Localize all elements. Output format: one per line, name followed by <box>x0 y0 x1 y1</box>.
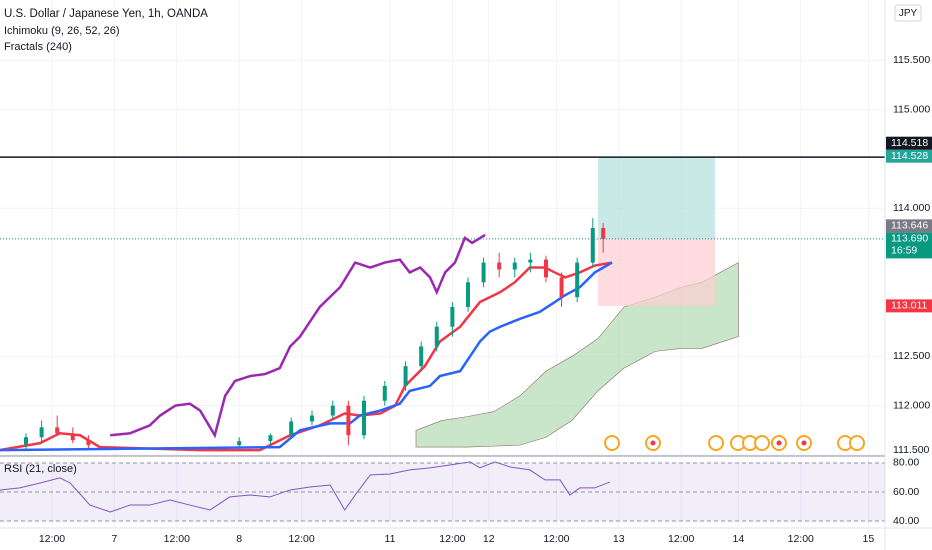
x-tick-label: 12:00 <box>668 533 694 545</box>
candle-body <box>434 326 439 347</box>
candle-body <box>23 437 28 446</box>
countdown: 16:59 <box>891 245 917 257</box>
price-label: 113.646 <box>891 220 928 232</box>
x-tick-label: 13 <box>613 533 625 545</box>
x-tick-label: 15 <box>863 533 875 545</box>
price-label: 114.528 <box>891 150 928 162</box>
candle-body <box>70 433 75 441</box>
event-icon <box>650 440 656 446</box>
chart-title: U.S. Dollar / Japanese Yen, 1h, OANDA <box>4 8 208 20</box>
event-icon <box>604 435 620 451</box>
rsi-band <box>0 462 885 522</box>
currency-box[interactable] <box>894 4 922 22</box>
y-tick-label: 114.000 <box>893 202 930 214</box>
y-tick-label: 115.500 <box>893 54 930 66</box>
candle-body <box>559 277 564 298</box>
currency[interactable]: JPY <box>899 8 918 19</box>
price-label-box <box>886 299 932 313</box>
x-tick-label: 7 <box>111 533 117 545</box>
ichimoku-cloud <box>415 262 739 448</box>
x-tick-label: 12 <box>483 533 495 545</box>
candle-body <box>512 262 517 270</box>
x-tick-label: 12:00 <box>39 533 65 545</box>
candle-body <box>55 427 60 434</box>
x-tick-label: 12:00 <box>288 533 314 545</box>
price-label-box <box>886 232 932 259</box>
event-icons <box>604 435 865 451</box>
indicator-label: Ichimoku (9, 26, 52, 26) <box>4 25 120 37</box>
candle-body <box>465 282 470 307</box>
candle-body <box>330 405 335 416</box>
candle-body <box>590 228 595 263</box>
candle-body <box>309 415 314 422</box>
candle-body <box>289 421 294 436</box>
x-tick-label: 14 <box>733 533 745 545</box>
candle-body <box>86 440 91 446</box>
candle-body <box>497 262 502 270</box>
event-icon <box>754 435 770 451</box>
indicator-line <box>110 233 486 439</box>
candle-body <box>528 259 533 263</box>
price-label: 113.690 <box>891 233 928 245</box>
event-icon <box>776 440 782 446</box>
candle-body <box>382 385 387 401</box>
rsi-line <box>0 461 611 513</box>
profit-zone <box>597 157 715 239</box>
candle-body <box>419 346 424 367</box>
candle-body <box>237 441 242 446</box>
price-label: 114.518 <box>891 137 928 149</box>
x-tick-label: 12:00 <box>788 533 814 545</box>
event-icon <box>801 440 807 446</box>
x-tick-label: 12:00 <box>439 533 465 545</box>
rsi-title: RSI (21, close) <box>4 463 77 475</box>
event-icon <box>849 435 865 451</box>
y-tick-label: 112.500 <box>893 350 930 362</box>
indicator-line <box>0 261 613 452</box>
candle-body <box>450 306 455 327</box>
price-label-box <box>886 219 932 233</box>
y-tick-label: 60.00 <box>893 486 919 498</box>
y-tick-label: 111.500 <box>893 444 930 456</box>
y-tick-label: 40.00 <box>893 515 919 527</box>
event-icon <box>708 435 724 451</box>
indicator-label: Fractals (240) <box>4 41 72 53</box>
candle-body <box>481 262 486 283</box>
candle-body <box>361 400 366 436</box>
price-label-box <box>886 149 932 163</box>
candle-body <box>575 262 580 298</box>
x-tick-label: 11 <box>385 533 396 545</box>
candle-body <box>403 366 408 386</box>
y-tick-label: 112.000 <box>893 399 930 411</box>
price-label-box <box>886 136 932 150</box>
candle-body <box>543 259 548 278</box>
candle-body <box>346 405 351 436</box>
x-tick-label: 8 <box>236 533 242 545</box>
loss-zone <box>597 238 715 306</box>
plot-layer <box>0 0 885 528</box>
y-tick-label: 115.000 <box>893 103 930 115</box>
candle-body <box>39 427 44 438</box>
candle-body <box>268 435 273 442</box>
price-label: 113.011 <box>891 300 928 312</box>
x-tick-label: 12:00 <box>164 533 190 545</box>
candle-body <box>601 228 606 239</box>
y-tick-label: 80.00 <box>893 457 919 469</box>
x-tick-label: 12:00 <box>543 533 569 545</box>
